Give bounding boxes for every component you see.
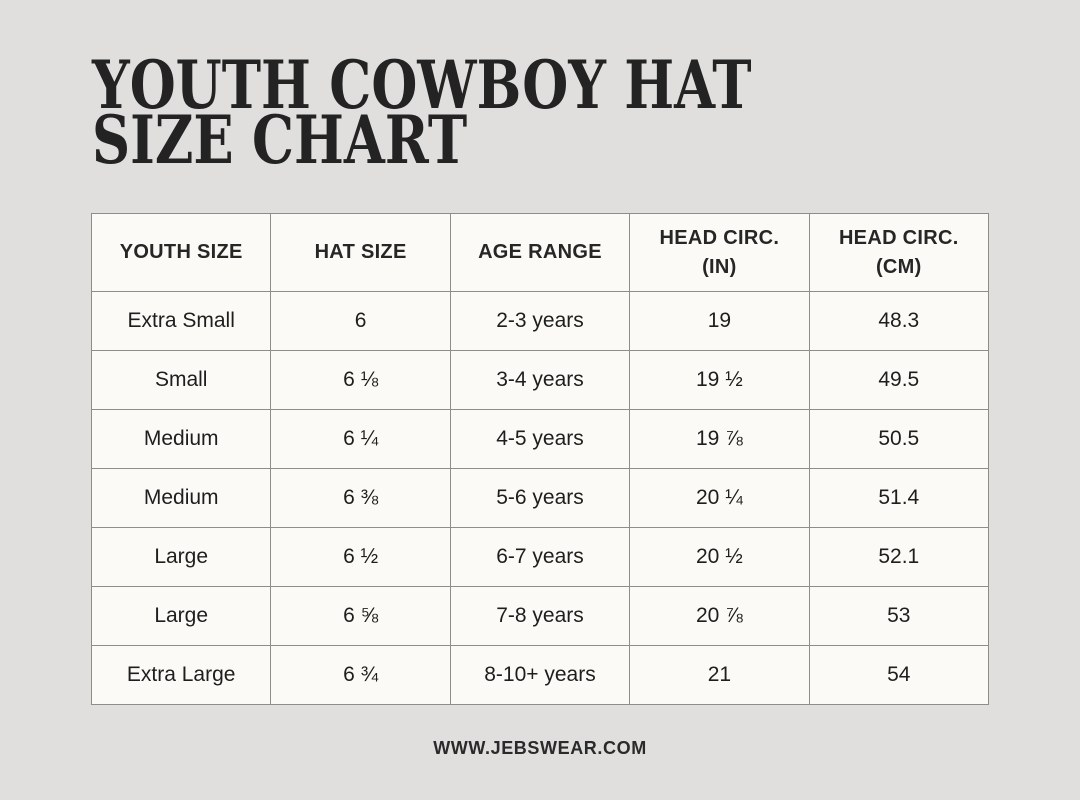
- header-cell: AGE RANGE: [449, 213, 631, 292]
- header-cell: HEAD CIRC. (CM): [808, 213, 990, 292]
- size-chart-table: YOUTH SIZE HAT SIZE AGE RANGE HEAD CIRC. (I…: [90, 213, 990, 705]
- table-row: Large 6 ⅝ 7-8 years 20 ⅞ 53: [90, 586, 990, 646]
- table-cell: 5-6 years: [449, 468, 631, 528]
- table-body: Extra Small 6 2-3 years 19 48.3 Small 6 ⅛ 3-4 y…: [90, 291, 990, 705]
- table-cell: 6: [270, 291, 451, 351]
- website-url: WWW.JEBSWEAR.COM: [433, 738, 647, 758]
- table-cell: 21: [629, 645, 810, 705]
- table-cell: Extra Large: [90, 645, 272, 705]
- table-cell: 19 ½: [629, 350, 810, 410]
- table-cell: 8-10+ years: [449, 645, 631, 705]
- header-cell: HAT SIZE: [270, 213, 451, 292]
- table-row: Extra Small 6 2-3 years 19 48.3: [90, 291, 990, 351]
- table-row: Medium 6 ¼ 4-5 years 19 ⅞ 50.5: [90, 409, 990, 469]
- header-cell: YOUTH SIZE: [90, 213, 272, 292]
- table-cell: 19 ⅞: [629, 409, 810, 469]
- table-header: YOUTH SIZE HAT SIZE AGE RANGE HEAD CIRC. (I…: [90, 213, 990, 292]
- table-cell: 6 ¾: [270, 645, 451, 705]
- table-cell: 3-4 years: [449, 350, 631, 410]
- table-cell: 4-5 years: [449, 409, 631, 469]
- page-title-line1: YOUTH COWBOY HAT: [92, 46, 752, 124]
- table-cell: 52.1: [808, 527, 990, 587]
- table-header-row: YOUTH SIZE HAT SIZE AGE RANGE HEAD CIRC. (I…: [90, 213, 990, 292]
- table-cell: Extra Small: [90, 291, 272, 351]
- table-cell: 6 ¼: [270, 409, 451, 469]
- table-cell: 20 ½: [629, 527, 810, 587]
- table-cell: 6 ⅜: [270, 468, 451, 528]
- page-title-line2: SIZE CHART: [92, 101, 468, 180]
- table-cell: 6 ⅛: [270, 350, 451, 410]
- table-cell: 49.5: [808, 350, 990, 410]
- table-cell: 2-3 years: [449, 291, 631, 351]
- table-cell: 50.5: [808, 409, 990, 469]
- table-row: Small 6 ⅛ 3-4 years 19 ½ 49.5: [90, 350, 990, 410]
- table-cell: Large: [90, 527, 272, 587]
- table-cell: 6 ⅝: [270, 586, 451, 646]
- table-cell: Medium: [90, 409, 272, 469]
- table-cell: 51.4: [808, 468, 990, 528]
- table-cell: 20 ¼: [629, 468, 810, 528]
- table-row: Medium 6 ⅜ 5-6 years 20 ¼ 51.4: [90, 468, 990, 528]
- table-cell: 54: [808, 645, 990, 705]
- table-cell: 20 ⅞: [629, 586, 810, 646]
- table-cell: 53: [808, 586, 990, 646]
- table-cell: Medium: [90, 468, 272, 528]
- table-cell: Large: [90, 586, 272, 646]
- table-cell: 6-7 years: [449, 527, 631, 587]
- header-cell: HEAD CIRC. (IN): [629, 213, 810, 292]
- table-cell: 19: [629, 291, 810, 351]
- page-title: YOUTH COWBOY HAT SIZE CHART: [92, 52, 752, 173]
- table-cell: 7-8 years: [449, 586, 631, 646]
- table-cell: 6 ½: [270, 527, 451, 587]
- table-row: Extra Large 6 ¾ 8-10+ years 21 54: [90, 645, 990, 705]
- table-row: Large 6 ½ 6-7 years 20 ½ 52.1: [90, 527, 990, 587]
- table-cell: 48.3: [808, 291, 990, 351]
- table-cell: Small: [90, 350, 272, 410]
